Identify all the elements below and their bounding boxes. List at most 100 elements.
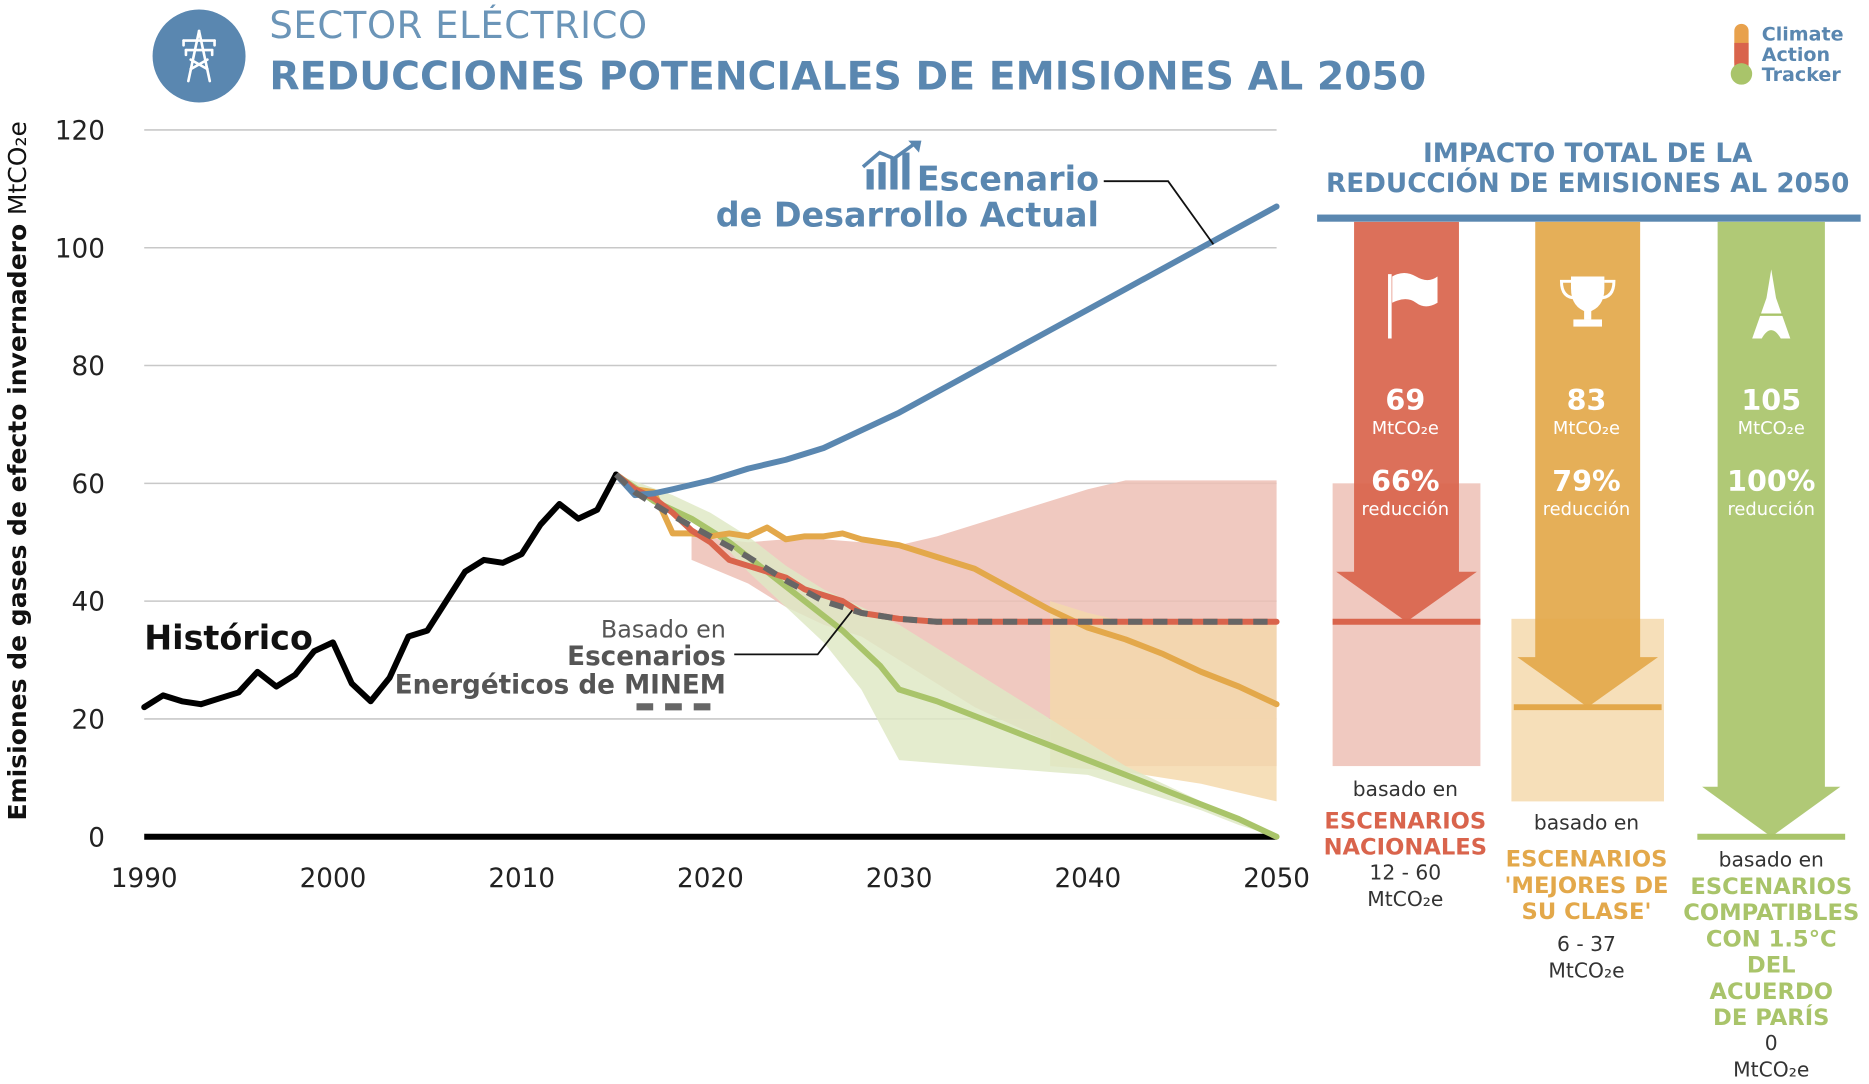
- annotation-minem-leader: [734, 609, 853, 656]
- range-value: 12 - 60: [1369, 861, 1442, 886]
- based-on-label: basado en: [1352, 778, 1458, 803]
- y-tick-label-0: 0: [88, 823, 105, 853]
- impact-percent: 66%: [1371, 464, 1440, 499]
- page-subtitle: SECTOR ELÉCTRICO: [269, 4, 648, 48]
- impact-arrow-shape-nacionales: [1336, 221, 1477, 622]
- scenario-name-line2: NACIONALES: [1323, 834, 1488, 861]
- chart-growth-icon-bar: [890, 157, 898, 190]
- scenario-name-line3: SU CLASE': [1521, 898, 1652, 925]
- trophy-icon-handles: [1559, 279, 1616, 300]
- logo-line2: Action: [1761, 42, 1831, 66]
- annotation-actual-line1: Escenario: [917, 160, 1099, 199]
- y-tick-label-20: 20: [72, 705, 105, 735]
- impact-footer-nacionales: basado en ESCENARIOS NACIONALES 12 - 60 …: [1316, 777, 1495, 913]
- y-axis-label-bold: Emisiones de gases de efecto invernadero: [3, 215, 32, 820]
- scenario-name-line4: ACUERDO: [1709, 978, 1833, 1005]
- impact-value: 105: [1741, 383, 1802, 418]
- x-tick-label-2010: 2010: [488, 864, 555, 894]
- impact-unit: MtCO₂e: [1737, 417, 1805, 439]
- scenario-name-line3: CON 1.5°C DEL: [1705, 926, 1837, 979]
- scenario-name-line5: DE PARÍS: [1713, 1004, 1830, 1032]
- annotation-historico: Histórico: [144, 619, 313, 658]
- trophy-icon-cup: [1571, 276, 1605, 313]
- impact-value: 83: [1566, 383, 1607, 418]
- impact-footer-compatibles: basado en ESCENARIOS COMPATIBLES CON 1.5…: [1678, 847, 1864, 1083]
- series-line-minem: [614, 472, 1277, 625]
- impact-unit: MtCO₂e: [1371, 417, 1439, 439]
- based-on-label: basado en: [1718, 848, 1824, 873]
- impact-percent-label: reducción: [1727, 498, 1816, 520]
- annotation-minem-line1: Basado en: [601, 616, 726, 644]
- impact-column-nacionales: 69 MtCO₂e 66% reducción: [1316, 384, 1495, 520]
- chart-growth-icon-arrowhead: [908, 140, 922, 153]
- eiffel-tower-icon-shape: [1752, 269, 1791, 339]
- impact-unit: MtCO₂e: [1552, 417, 1621, 439]
- annotation-actual-line2: de Desarrollo Actual: [716, 195, 1099, 234]
- impact-arrows: [1332, 221, 1846, 840]
- climate-action-tracker-logo: Climate Action Tracker: [1726, 21, 1857, 85]
- y-axis-label-unit: MtCO₂e: [3, 121, 32, 215]
- impact-percent: 100%: [1727, 464, 1816, 499]
- chart-growth-icon-bar: [866, 169, 874, 190]
- y-tick-label-120: 120: [55, 116, 105, 146]
- page-title: REDUCCIONES POTENCIALES DE EMISIONES AL …: [269, 52, 1427, 99]
- scenario-name-line1: ESCENARIOS: [1324, 808, 1487, 835]
- impact-value: 69: [1385, 383, 1426, 418]
- series-line-actual: [613, 203, 1280, 499]
- impact-column-mejores: 83 MtCO₂e 79% reducción: [1497, 384, 1676, 520]
- annotation-minem-line2: Escenarios: [567, 642, 726, 672]
- scenario-name-line2: COMPATIBLES: [1683, 899, 1860, 927]
- x-tick-label-2020: 2020: [677, 864, 744, 894]
- sector-icon: [152, 9, 246, 103]
- impact-divider: [1317, 214, 1861, 222]
- x-tick-label-2040: 2040: [1054, 864, 1121, 894]
- impact-title-line1: IMPACTO TOTAL DE LA: [1422, 139, 1753, 170]
- trophy-icon-stem: [1584, 300, 1592, 320]
- annotation-minem-line3: Energéticos de MINEM: [395, 671, 726, 701]
- y-tick-label-60: 60: [72, 470, 105, 500]
- impact-arrow-mejores: [1511, 221, 1664, 802]
- y-tick-label-100: 100: [55, 234, 105, 264]
- y-axis-label: Emisiones de gases de efecto invernadero…: [3, 121, 32, 820]
- chart-growth-icon-bar: [902, 152, 910, 190]
- x-tick-label-2000: 2000: [300, 864, 367, 894]
- impact-title: IMPACTO TOTAL DE LA REDUCCIÓN DE EMISION…: [1311, 139, 1864, 199]
- chart-growth-icon: [861, 140, 922, 190]
- x-tick-label-2050: 2050: [1243, 864, 1310, 894]
- logo-line1: Climate: [1761, 22, 1844, 46]
- x-tick-label-2030: 2030: [866, 864, 933, 894]
- flag-icon: [1388, 272, 1438, 339]
- series-line-compatibles: [613, 471, 1280, 840]
- range-value: 6 - 37: [1557, 933, 1616, 958]
- scenario-name-line1: ESCENARIOS: [1690, 873, 1853, 900]
- eiffel-tower-icon: [1752, 269, 1791, 339]
- impact-arrow-shape-compatibles: [1702, 221, 1841, 837]
- impact-arrow-compatibles: [1697, 221, 1846, 840]
- based-on-label: basado en: [1533, 811, 1640, 836]
- annotation-actual-leader: [1103, 180, 1215, 245]
- series-line-historico: [141, 471, 620, 711]
- impact-footer-mejores: basado en ESCENARIOS 'MEJORES DE SU CLAS…: [1497, 811, 1676, 985]
- chart-growth-icon-arrow: [861, 141, 917, 169]
- impact-arrow-shape-mejores: [1517, 221, 1659, 708]
- thermometer-icon: [1730, 23, 1753, 85]
- impact-percent-label: reducción: [1542, 498, 1631, 520]
- impact-column-compatibles: 105 MtCO₂e 100% reducción: [1678, 384, 1864, 520]
- range-unit: MtCO₂e: [1548, 959, 1625, 984]
- range-value: 0: [1764, 1032, 1778, 1057]
- y-tick-label-40: 40: [72, 588, 105, 618]
- band-orange_band: [1050, 601, 1277, 802]
- logo-line3: Tracker: [1761, 63, 1841, 86]
- series-lines: [141, 203, 1280, 840]
- scenario-name-line2: 'MEJORES DE: [1504, 872, 1669, 899]
- scenario-name-line1: ESCENARIOS: [1505, 846, 1668, 873]
- trophy-icon: [1559, 276, 1616, 327]
- impact-title-line2: REDUCCIÓN DE EMISIONES AL 2050: [1326, 169, 1850, 200]
- impact-percent-label: reducción: [1361, 498, 1450, 520]
- range-unit: MtCO₂e: [1367, 888, 1444, 912]
- x-tick-label-1990: 1990: [111, 864, 178, 894]
- impact-percent: 79%: [1552, 464, 1621, 499]
